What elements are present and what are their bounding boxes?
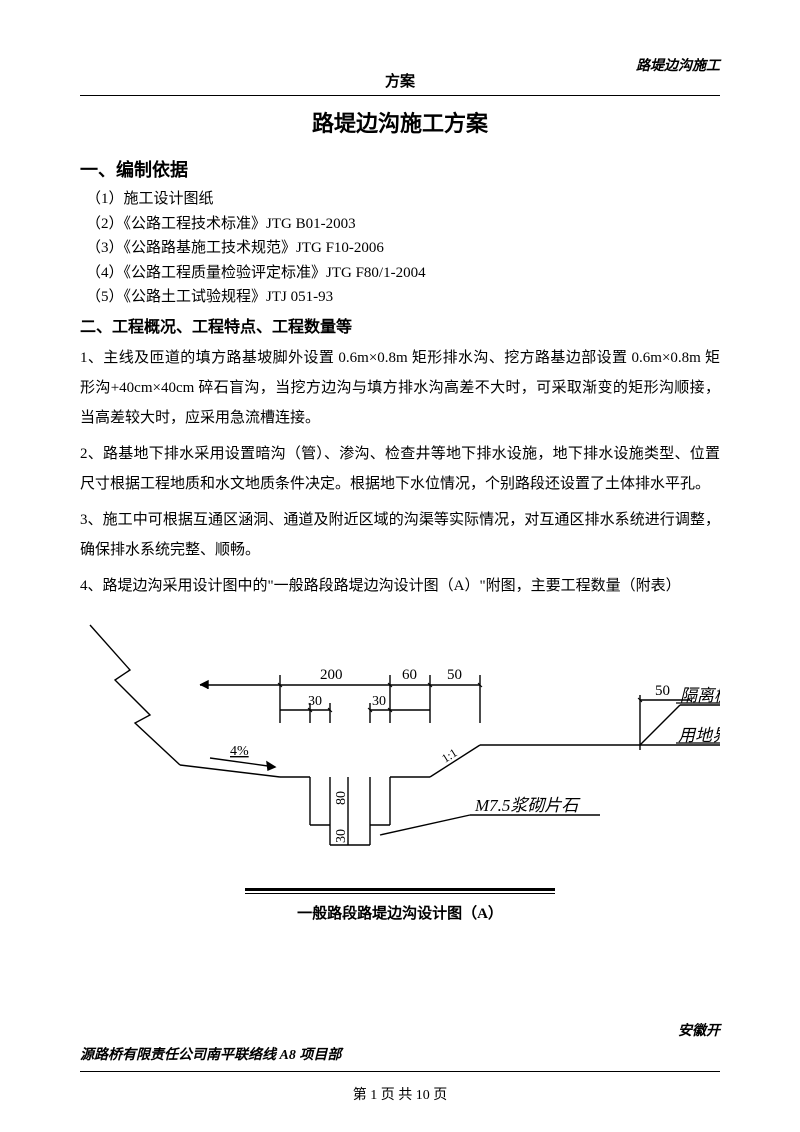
dim-30v: 30 [334, 829, 349, 843]
dim-50b: 50 [655, 683, 670, 699]
footer-rule [80, 1071, 720, 1072]
footer-left: 源路桥有限责任公司南平联络线 A8 项目部 [80, 1044, 341, 1064]
ref-item: （4）《公路工程质量检验评定标准》JTG F80/1-2004 [86, 262, 720, 285]
para: 4、路堤边沟采用设计图中的"一般路段路堤边沟设计图（A）"附图，主要工程数量（附… [80, 571, 720, 601]
diagram-caption: 一般路段路堤边沟设计图（A） [80, 902, 720, 923]
dim-200: 200 [320, 667, 343, 683]
ref-item: （1）施工设计图纸 [86, 188, 720, 211]
page: 路堤边沟施工 方案 路堤边沟施工方案 一、编制依据 （1）施工设计图纸 （2）《… [0, 0, 800, 1132]
section1-heading: 一、编制依据 [80, 156, 720, 182]
para: 1、主线及匝道的填方路基坡脚外设置 0.6m×0.8m 矩形排水沟、挖方路基边部… [80, 343, 720, 433]
footer-right: 安徽开 [678, 1020, 720, 1040]
para: 3、施工中可根据互通区涵洞、通道及附近区域的沟渠等实际情况，对互通区排水系统进行… [80, 505, 720, 565]
header-rule [80, 95, 720, 96]
boundary-label: 用地界 [678, 726, 720, 745]
dim-60: 60 [402, 667, 417, 683]
dim-30a: 30 [308, 694, 322, 709]
section2-heading: 二、工程概况、工程特点、工程数量等 [80, 313, 720, 337]
dim-80: 80 [334, 791, 349, 805]
header-center: 方案 [80, 70, 720, 91]
para: 2、路基地下排水采用设置暗沟（管）、渗沟、检查井等地下排水设施，地下排水设施类型… [80, 439, 720, 499]
material-label: M7.5浆砌片石 [474, 796, 581, 815]
doc-title: 路堤边沟施工方案 [80, 106, 720, 138]
ref-item: （3）《公路路基施工技术规范》JTG F10-2006 [86, 237, 720, 260]
ref-item: （5）《公路土工试验规程》JTJ 051-93 [86, 286, 720, 309]
diagram: 200 60 50 50 30 30 4% 80 30 1:1 隔离栅 用地界 … [80, 615, 720, 923]
caption-rule-1 [245, 888, 555, 891]
header-right: 路堤边沟施工 [636, 55, 720, 75]
ratio-label: 1:1 [439, 745, 459, 765]
ref-item: （2）《公路工程技术标准》JTG B01-2003 [86, 213, 720, 236]
dim-30b: 30 [372, 694, 386, 709]
dim-50a: 50 [447, 667, 462, 683]
fence-label: 隔离栅 [680, 686, 720, 705]
caption-rule-2 [245, 893, 555, 894]
page-number: 第 1 页 共 10 页 [0, 1084, 800, 1104]
slope-label: 4% [230, 744, 249, 759]
section-drawing: 200 60 50 50 30 30 4% 80 30 1:1 隔离栅 用地界 … [80, 615, 720, 865]
